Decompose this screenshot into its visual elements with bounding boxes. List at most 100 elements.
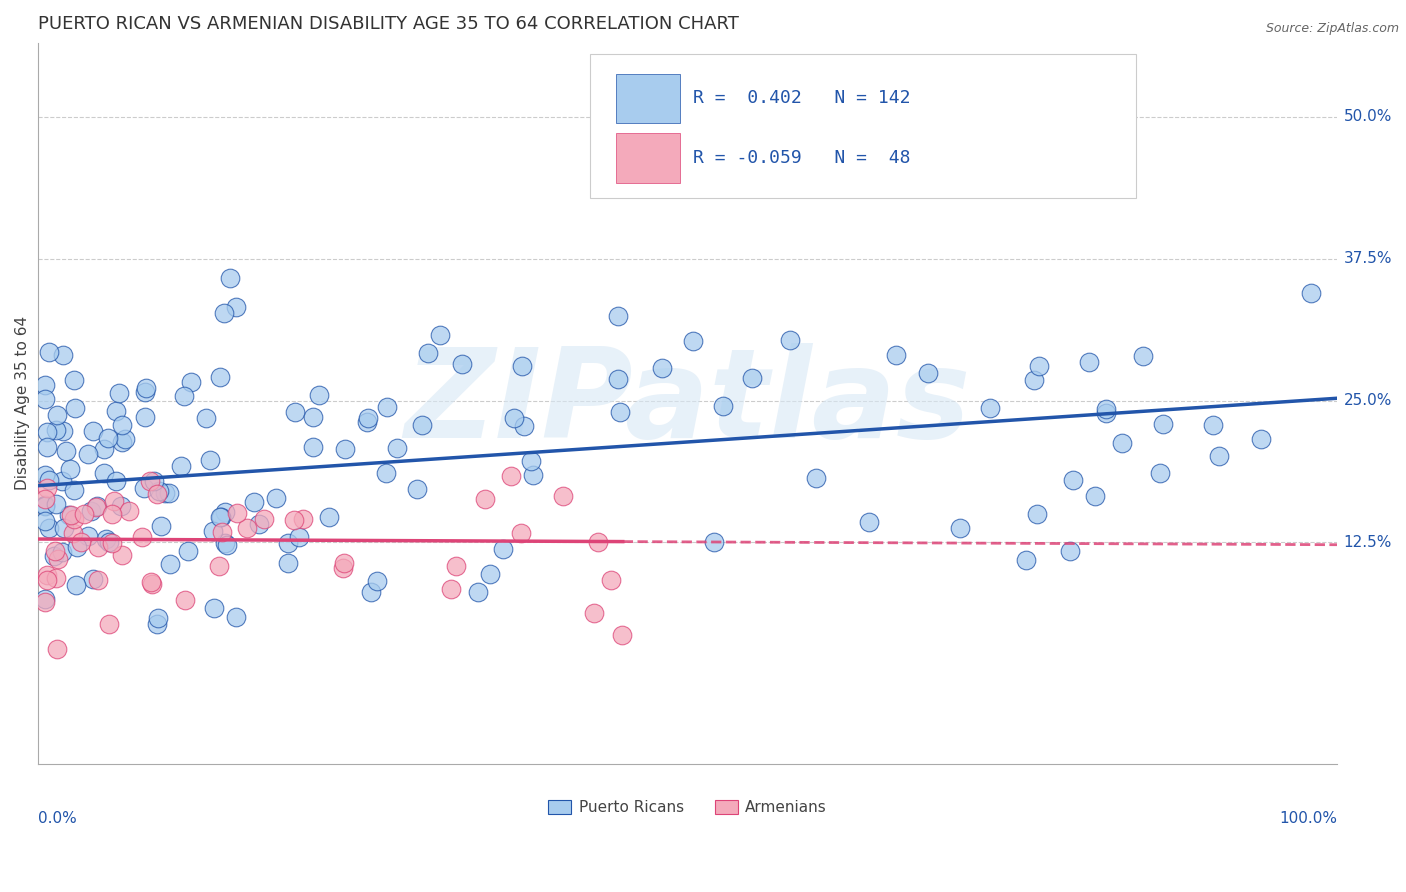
Point <box>979 401 1001 415</box>
Point <box>1015 552 1038 566</box>
Point <box>1026 507 1049 521</box>
Point <box>58 508 80 523</box>
Point <box>606 309 628 323</box>
Point <box>277 536 299 550</box>
Point <box>76 528 98 542</box>
Point <box>682 334 704 348</box>
Point <box>499 468 522 483</box>
Point <box>34 377 56 392</box>
Point <box>34 514 56 528</box>
Point <box>46 552 69 566</box>
Point <box>779 333 801 347</box>
Point <box>143 475 166 489</box>
Point <box>150 519 173 533</box>
Point <box>277 556 299 570</box>
Point <box>1095 406 1118 420</box>
Point <box>53 521 76 535</box>
Point <box>1132 349 1154 363</box>
Point <box>86 499 108 513</box>
Point <box>510 526 533 541</box>
Point <box>356 411 378 425</box>
Text: 12.5%: 12.5% <box>1344 535 1392 550</box>
Point <box>610 628 633 642</box>
Point <box>100 536 122 550</box>
Point <box>492 541 515 556</box>
Point <box>170 458 193 473</box>
Point <box>225 507 247 521</box>
Point <box>884 348 907 362</box>
Point <box>416 346 439 360</box>
Point <box>429 328 451 343</box>
Text: Source: ZipAtlas.com: Source: ZipAtlas.com <box>1265 22 1399 36</box>
Point <box>209 509 232 524</box>
Point <box>302 409 325 424</box>
Point <box>87 574 110 588</box>
Point <box>38 344 60 359</box>
Point <box>1149 466 1171 480</box>
Point <box>283 513 305 527</box>
Point <box>225 301 247 315</box>
Point <box>243 495 266 509</box>
Point <box>949 521 972 535</box>
Text: R =  0.402   N = 142: R = 0.402 N = 142 <box>693 89 911 107</box>
Point <box>132 481 155 495</box>
Point <box>333 442 356 457</box>
Point <box>174 593 197 607</box>
Point <box>44 544 66 558</box>
Point <box>93 466 115 480</box>
Point <box>451 357 474 371</box>
Point <box>44 549 66 563</box>
FancyBboxPatch shape <box>616 134 681 183</box>
Point <box>467 585 489 599</box>
Point <box>209 509 232 524</box>
Point <box>308 388 330 402</box>
Point <box>111 434 134 449</box>
Point <box>208 369 231 384</box>
Point <box>155 485 177 500</box>
Point <box>858 515 880 529</box>
Point <box>139 574 162 589</box>
Point <box>84 500 107 514</box>
Point <box>291 512 314 526</box>
Point <box>332 561 354 575</box>
Point <box>97 431 120 445</box>
Point <box>63 401 86 415</box>
Point <box>139 474 162 488</box>
Point <box>146 611 169 625</box>
Text: 0.0%: 0.0% <box>38 811 77 826</box>
Point <box>146 616 169 631</box>
Point <box>118 504 141 518</box>
Point <box>38 520 60 534</box>
Point <box>173 389 195 403</box>
Point <box>1152 417 1174 431</box>
Point <box>1078 355 1101 369</box>
Point <box>34 591 56 606</box>
Point <box>440 582 463 596</box>
Point <box>114 432 136 446</box>
Point <box>69 535 91 549</box>
Point <box>157 486 180 500</box>
Point <box>703 535 725 549</box>
Point <box>60 508 83 523</box>
Point <box>302 441 325 455</box>
Point <box>76 447 98 461</box>
Point <box>66 541 89 555</box>
Point <box>45 497 67 511</box>
Point <box>264 491 287 505</box>
Point <box>214 536 236 550</box>
Point <box>217 538 239 552</box>
Point <box>201 524 224 538</box>
Point <box>51 474 73 488</box>
Point <box>65 578 87 592</box>
FancyBboxPatch shape <box>591 54 1136 198</box>
Point <box>135 381 157 395</box>
Point <box>512 419 534 434</box>
Point <box>35 481 58 495</box>
Point <box>34 467 56 482</box>
Point <box>917 366 939 380</box>
Point <box>411 417 433 432</box>
Point <box>1028 359 1050 373</box>
Point <box>35 440 58 454</box>
Point <box>45 641 67 656</box>
Point <box>79 504 101 518</box>
